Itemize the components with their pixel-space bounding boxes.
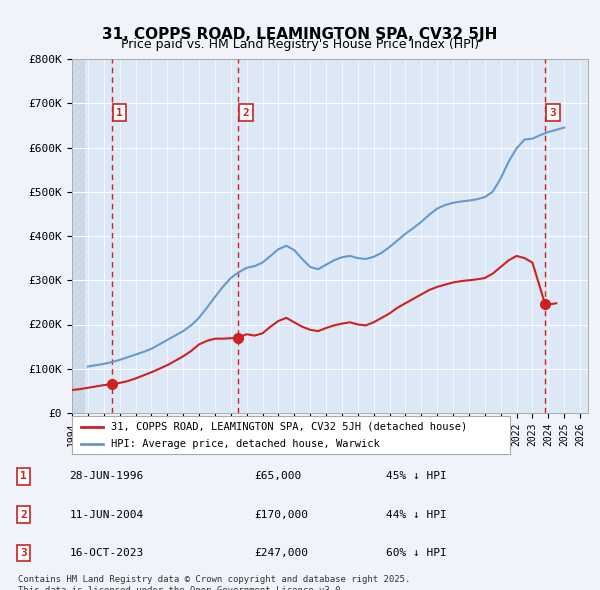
Text: Price paid vs. HM Land Registry's House Price Index (HPI): Price paid vs. HM Land Registry's House … xyxy=(121,38,479,51)
Text: 1: 1 xyxy=(116,107,123,117)
Text: 2: 2 xyxy=(20,510,27,520)
Text: £170,000: £170,000 xyxy=(254,510,308,520)
Bar xyxy=(72,59,85,413)
Text: £65,000: £65,000 xyxy=(254,471,301,481)
Text: 60% ↓ HPI: 60% ↓ HPI xyxy=(386,548,447,558)
Text: 3: 3 xyxy=(550,107,556,117)
Text: 28-JUN-1996: 28-JUN-1996 xyxy=(70,471,144,481)
Text: 45% ↓ HPI: 45% ↓ HPI xyxy=(386,471,447,481)
Text: Contains HM Land Registry data © Crown copyright and database right 2025.
This d: Contains HM Land Registry data © Crown c… xyxy=(18,575,410,590)
Text: 44% ↓ HPI: 44% ↓ HPI xyxy=(386,510,447,520)
Text: £247,000: £247,000 xyxy=(254,548,308,558)
Text: 1: 1 xyxy=(20,471,27,481)
Text: HPI: Average price, detached house, Warwick: HPI: Average price, detached house, Warw… xyxy=(112,438,380,448)
Text: 2: 2 xyxy=(242,107,249,117)
Text: 31, COPPS ROAD, LEAMINGTON SPA, CV32 5JH: 31, COPPS ROAD, LEAMINGTON SPA, CV32 5JH xyxy=(103,27,497,41)
Text: 11-JUN-2004: 11-JUN-2004 xyxy=(70,510,144,520)
Text: 16-OCT-2023: 16-OCT-2023 xyxy=(70,548,144,558)
Text: 3: 3 xyxy=(20,548,27,558)
Text: 31, COPPS ROAD, LEAMINGTON SPA, CV32 5JH (detached house): 31, COPPS ROAD, LEAMINGTON SPA, CV32 5JH… xyxy=(112,422,467,432)
